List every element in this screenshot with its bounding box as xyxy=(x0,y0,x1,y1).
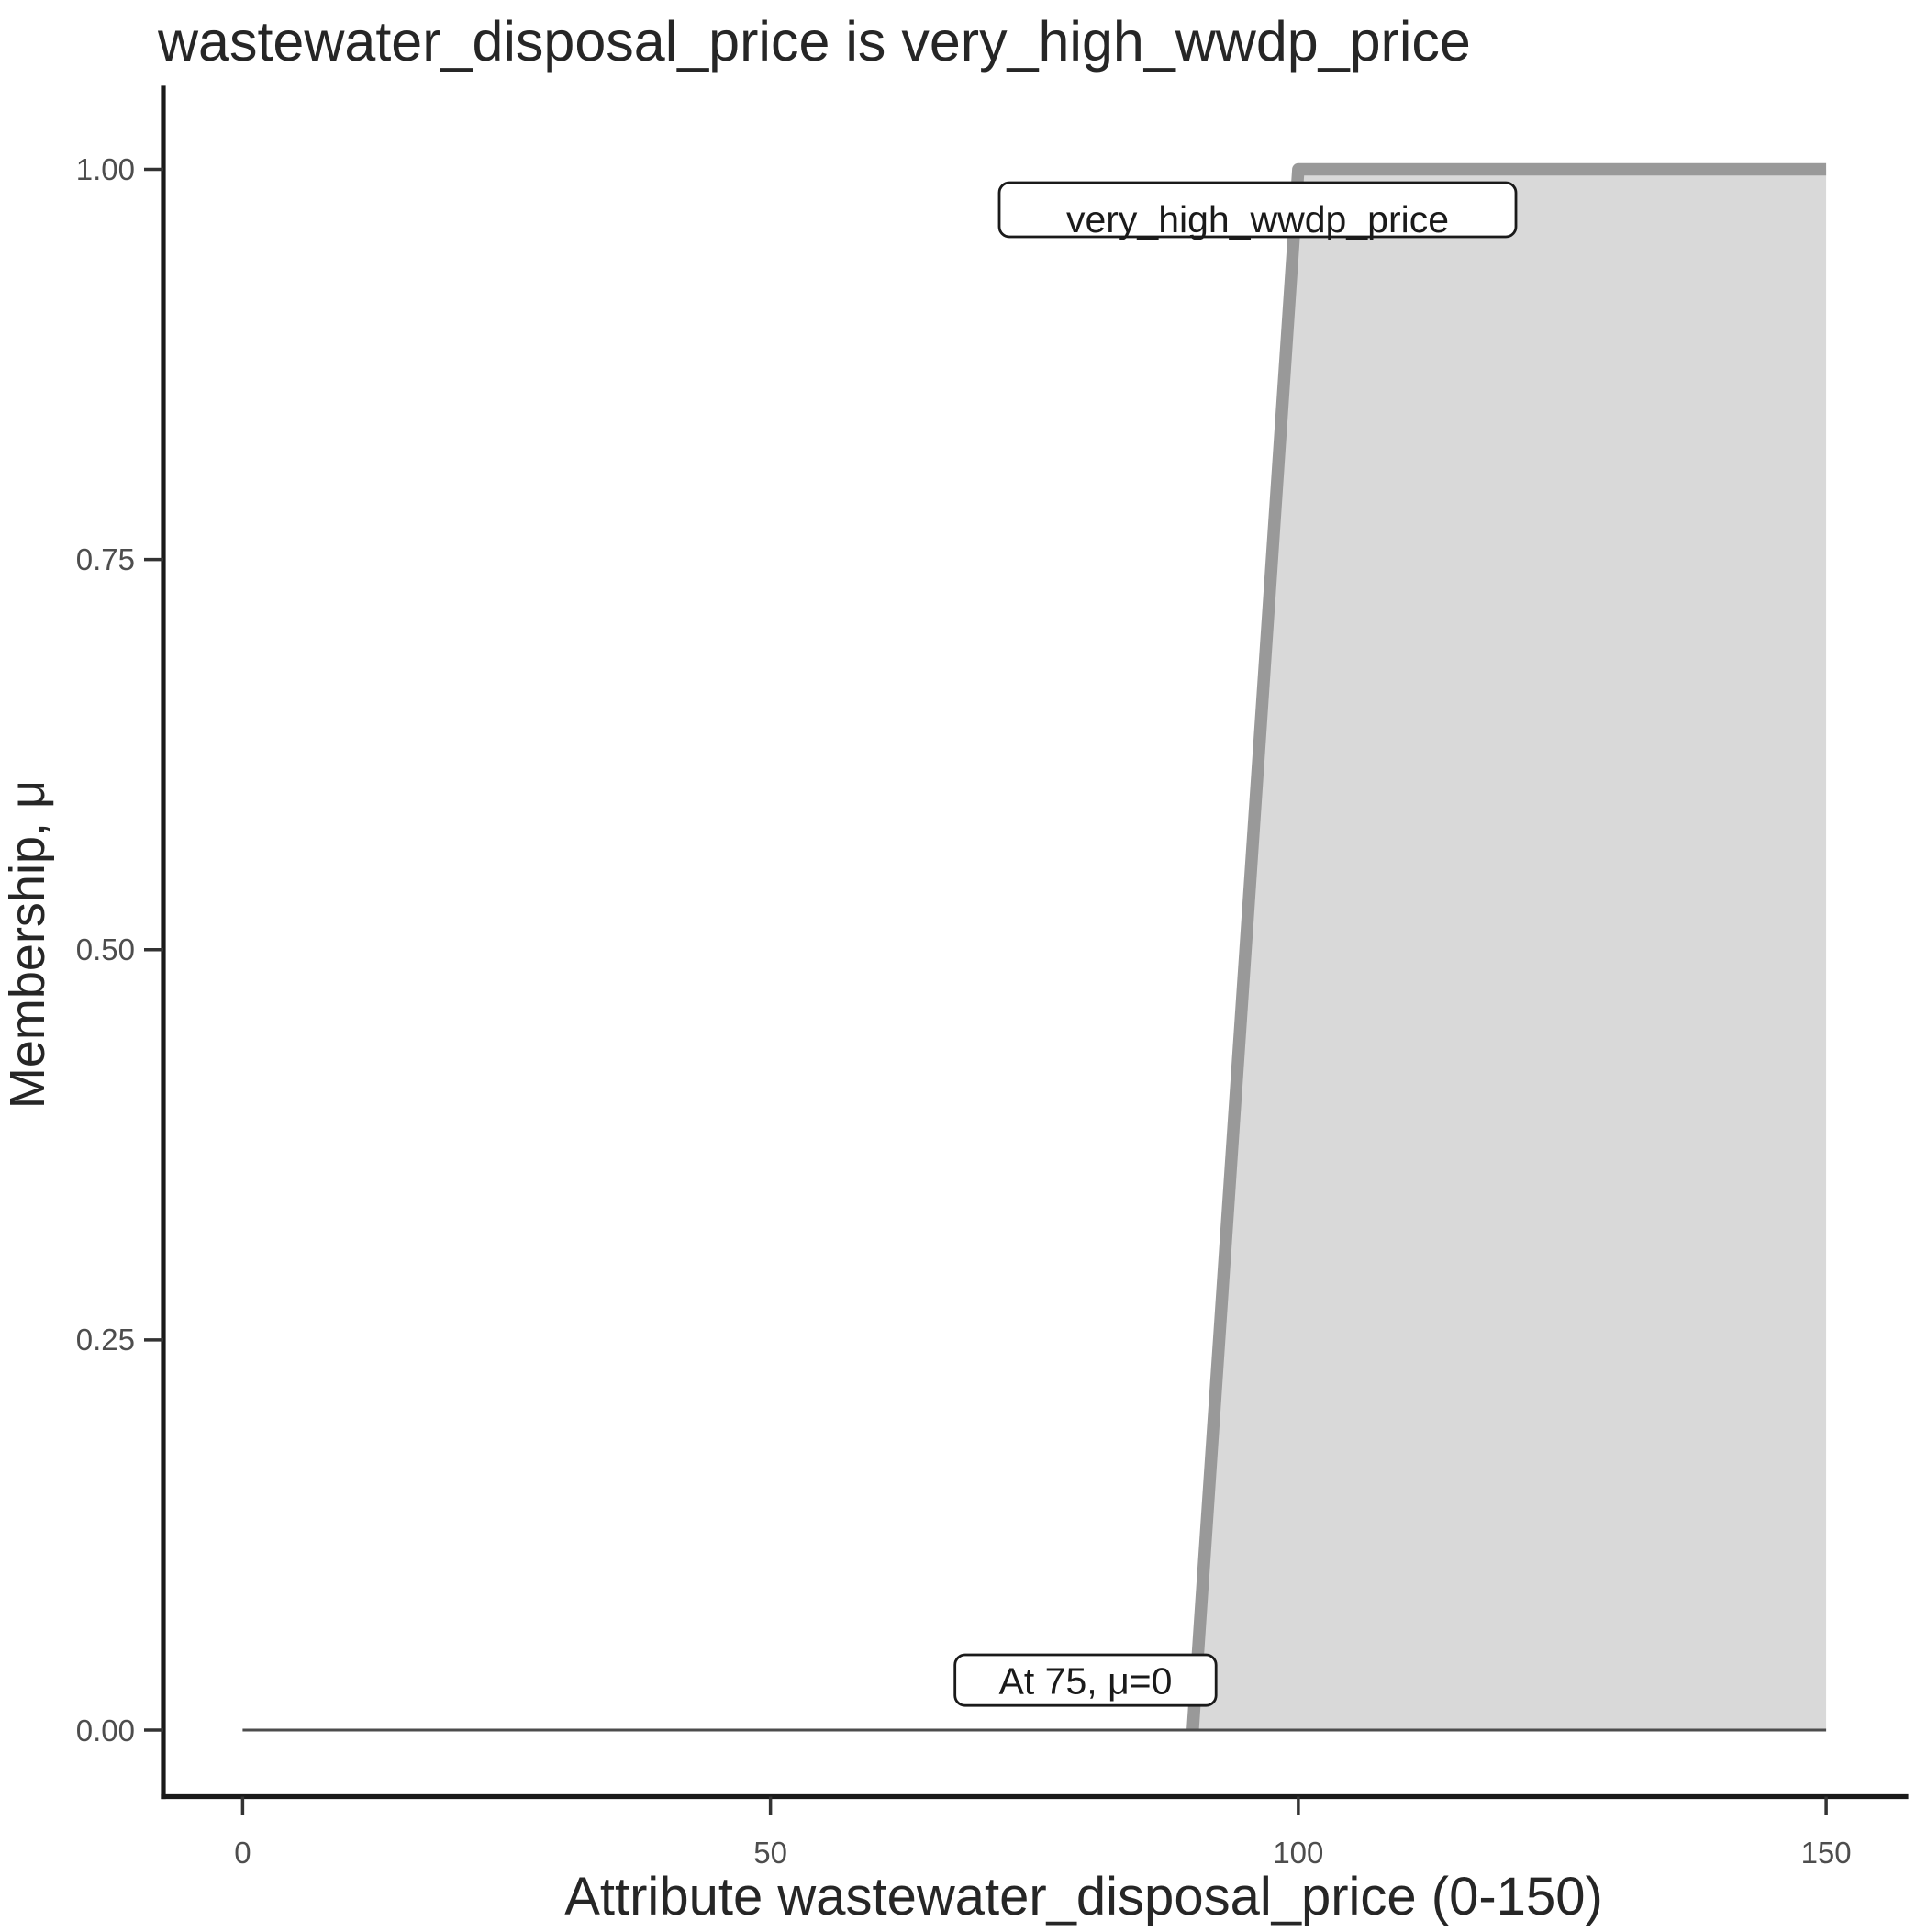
svg-text:very_high_wwdp_price: very_high_wwdp_price xyxy=(1066,198,1449,240)
svg-text:50: 50 xyxy=(753,1836,787,1870)
svg-text:150: 150 xyxy=(1801,1836,1852,1870)
svg-text:Membership, μ: Membership, μ xyxy=(0,780,55,1109)
svg-text:At 75, μ=0: At 75, μ=0 xyxy=(999,1659,1173,1702)
svg-text:wastewater_disposal_price is v: wastewater_disposal_price is very_high_w… xyxy=(157,10,1471,73)
svg-text:100: 100 xyxy=(1273,1836,1323,1870)
svg-text:0.25: 0.25 xyxy=(76,1323,135,1357)
svg-text:0.00: 0.00 xyxy=(76,1714,135,1748)
svg-text:Attribute wastewater_disposal_: Attribute wastewater_disposal_price (0-1… xyxy=(564,1867,1603,1926)
svg-text:0: 0 xyxy=(234,1836,251,1870)
svg-text:0.50: 0.50 xyxy=(76,932,135,966)
svg-text:0.75: 0.75 xyxy=(76,542,135,576)
svg-text:1.00: 1.00 xyxy=(76,152,135,186)
